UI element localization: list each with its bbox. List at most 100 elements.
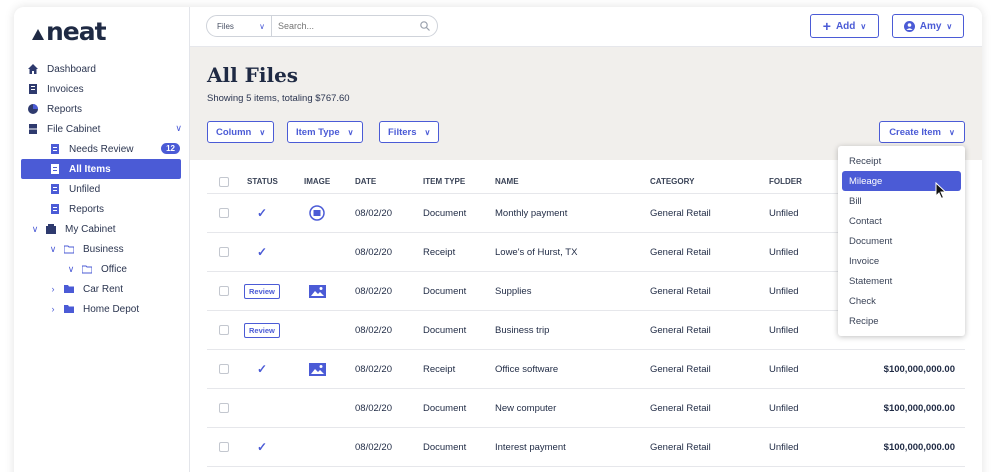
cell-folder: Unfiled [769, 441, 799, 453]
cell-folder: Unfiled [769, 324, 799, 336]
create-item-button[interactable]: Create Item ∨ [879, 121, 965, 143]
cell-date: 08/02/20 [355, 363, 392, 375]
sidebar-item-label: Home Depot [83, 303, 140, 315]
cell-item-type: Document [423, 402, 467, 414]
column-header-folder[interactable]: FOLDER [769, 177, 802, 186]
add-button[interactable]: + Add ∨ [810, 14, 879, 38]
sidebar-item-my-cabinet[interactable]: ∨ My Cabinet [14, 219, 190, 239]
search-input[interactable] [272, 21, 412, 31]
sidebar-item-needs-review[interactable]: Needs Review 12 [14, 139, 190, 159]
sidebar-item-label: Reports [69, 203, 105, 215]
user-menu-button[interactable]: Amy ∨ [892, 14, 964, 38]
row-checkbox[interactable] [219, 442, 229, 452]
table-row[interactable]: ✓ 08/02/20 Document Interest payment Gen… [207, 428, 965, 467]
review-button[interactable]: Review [244, 283, 280, 299]
menu-item-document[interactable]: Document [849, 235, 893, 247]
menu-item-contact[interactable]: Contact [849, 215, 882, 227]
menu-item-statement[interactable]: Statement [849, 275, 893, 287]
row-checkbox[interactable] [219, 325, 229, 335]
column-filter-button[interactable]: Column ∨ [207, 121, 275, 143]
row-checkbox[interactable] [219, 247, 229, 257]
cell-folder: Unfiled [769, 246, 799, 258]
table-row[interactable]: ✓ 08/02/20 Receipt Office software Gener… [207, 350, 965, 389]
cell-date: 08/02/20 [355, 402, 392, 414]
cell-folder: Unfiled [769, 363, 799, 375]
filters-button[interactable]: Filters ∨ [379, 121, 440, 143]
sidebar-item-unfiled[interactable]: Unfiled [14, 179, 190, 199]
sidebar-item-label: Invoices [47, 83, 84, 95]
sidebar-item-dashboard[interactable]: Dashboard [14, 59, 190, 79]
column-header-category[interactable]: CATEGORY [650, 177, 695, 186]
column-header-item-type[interactable]: ITEM TYPE [423, 177, 466, 186]
checkmark-icon: ✓ [257, 245, 268, 259]
add-button-label: Add [835, 20, 856, 32]
app-window: neat Dashboard Invoices Reports File Cab… [14, 7, 982, 472]
sidebar-item-invoices[interactable]: Invoices [14, 79, 190, 99]
row-checkbox[interactable] [219, 364, 229, 374]
folder-icon [64, 305, 74, 313]
cabinet-icon [46, 224, 56, 234]
needs-review-count-badge: 12 [161, 143, 180, 154]
cell-date: 08/02/20 [355, 324, 392, 336]
cell-name[interactable]: Lowe's of Hurst, TX [495, 246, 578, 258]
chevron-down-icon[interactable]: ∨ [175, 123, 182, 133]
sidebar-item-office[interactable]: ∨ Office [14, 259, 190, 279]
cell-folder: Unfiled [769, 402, 799, 414]
topbar: Files ∨ + Add ∨ Amy ∨ [190, 7, 982, 47]
chevron-right-icon[interactable]: › [51, 304, 55, 314]
chevron-down-icon[interactable]: ∨ [67, 263, 75, 274]
cell-name[interactable]: Interest payment [495, 441, 566, 453]
column-header-status[interactable]: STATUS [247, 177, 278, 186]
item-type-filter-button[interactable]: Item Type ∨ [287, 121, 363, 143]
row-checkbox[interactable] [219, 208, 229, 218]
sidebar-item-all-items[interactable]: All Items [21, 159, 181, 179]
cell-name[interactable]: Monthly payment [495, 207, 568, 219]
sidebar-item-cabinet-reports[interactable]: Reports [14, 199, 190, 219]
search-type-select[interactable]: Files ∨ [207, 16, 272, 36]
search-type-label: Files [217, 21, 234, 31]
cell-item-type: Receipt [423, 363, 456, 375]
column-header-date[interactable]: DATE [355, 177, 377, 186]
image-icon[interactable] [309, 284, 326, 298]
column-header-image[interactable]: IMAGE [304, 177, 331, 186]
menu-item-receipt[interactable]: Receipt [849, 155, 882, 167]
checkmark-icon: ✓ [257, 362, 268, 376]
select-all-checkbox[interactable] [219, 176, 229, 187]
sidebar-item-home-depot[interactable]: › Home Depot [14, 299, 190, 319]
folder-icon [64, 285, 74, 293]
image-icon[interactable] [309, 362, 326, 376]
menu-item-recipe[interactable]: Recipe [849, 315, 879, 327]
chevron-down-icon[interactable]: ∨ [49, 243, 57, 254]
neat-logo[interactable]: neat [32, 17, 107, 46]
sidebar-item-file-cabinet[interactable]: File Cabinet ∨ [14, 119, 190, 139]
menu-item-check[interactable]: Check [849, 295, 876, 307]
user-name: Amy [919, 20, 942, 32]
chevron-down-icon[interactable]: ∨ [31, 223, 39, 234]
review-button[interactable]: Review [244, 322, 280, 338]
menu-item-invoice[interactable]: Invoice [849, 255, 880, 267]
table-row[interactable]: ✓ 08/02/20 Document Monthly payment Gene… [207, 194, 965, 233]
search-icon[interactable] [420, 21, 430, 31]
sidebar-item-label: My Cabinet [65, 223, 116, 235]
menu-item-bill[interactable]: Bill [849, 195, 862, 207]
plus-icon: + [822, 18, 831, 34]
chevron-right-icon[interactable]: › [51, 284, 55, 294]
cell-name[interactable]: Business trip [495, 324, 550, 336]
cell-name[interactable]: Office software [495, 363, 559, 375]
table-row[interactable]: 08/02/20 Document New computer General R… [207, 389, 965, 428]
table-row[interactable]: Review 08/02/20 Document Supplies Genera… [207, 272, 965, 311]
sidebar-item-business[interactable]: ∨ Business [14, 239, 190, 259]
cell-name[interactable]: New computer [495, 402, 557, 414]
column-header-name[interactable]: NAME [495, 177, 519, 186]
table-row[interactable]: ✓ 08/02/20 Receipt Lowe's of Hurst, TX G… [207, 233, 965, 272]
receipt-icon[interactable] [309, 205, 325, 221]
row-checkbox[interactable] [219, 286, 229, 296]
cell-name[interactable]: Supplies [495, 285, 532, 297]
sidebar-item-car-rent[interactable]: › Car Rent [14, 279, 190, 299]
menu-item-mileage[interactable]: Mileage [842, 171, 961, 191]
sidebar-item-reports[interactable]: Reports [14, 99, 190, 119]
sidebar-item-label: Dashboard [47, 63, 96, 75]
files-table: STATUS IMAGE DATE ITEM TYPE NAME CATEGOR… [207, 170, 965, 467]
row-checkbox[interactable] [219, 403, 229, 413]
table-row[interactable]: Review 08/02/20 Document Business trip G… [207, 311, 965, 350]
